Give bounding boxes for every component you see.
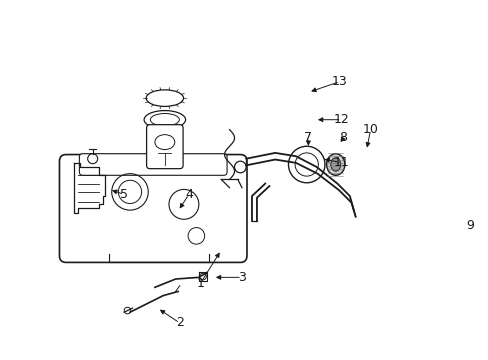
Text: 7: 7 [304,131,312,144]
Text: 2: 2 [176,316,183,329]
Text: 12: 12 [333,113,349,126]
Text: 5: 5 [120,188,128,201]
Text: 9: 9 [465,219,473,231]
FancyBboxPatch shape [60,154,246,262]
Text: 13: 13 [331,75,347,88]
FancyBboxPatch shape [79,154,226,175]
FancyBboxPatch shape [146,125,183,168]
Text: 1: 1 [196,277,204,290]
Ellipse shape [330,158,340,171]
Text: 6: 6 [486,219,488,231]
Text: 4: 4 [184,188,192,201]
Text: 10: 10 [362,123,378,136]
Ellipse shape [144,111,185,129]
Ellipse shape [155,135,174,149]
Ellipse shape [326,154,344,175]
Text: 11: 11 [333,156,349,169]
Ellipse shape [146,90,183,107]
Text: 3: 3 [238,271,245,284]
Text: 8: 8 [339,131,346,144]
Ellipse shape [150,113,179,126]
